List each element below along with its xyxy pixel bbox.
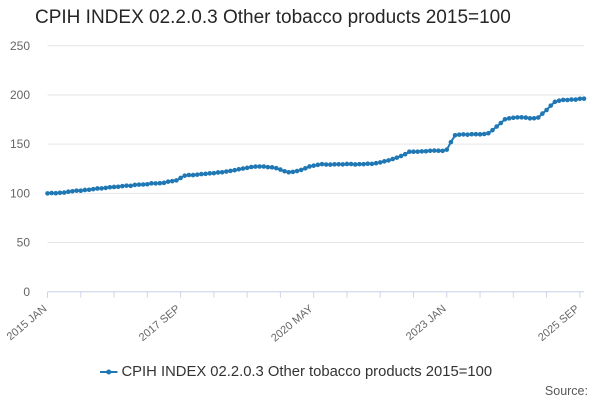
svg-text:100: 100: [10, 186, 30, 200]
svg-text:2023 JAN: 2023 JAN: [404, 303, 449, 343]
svg-text:50: 50: [17, 236, 31, 250]
svg-text:2015 JAN: 2015 JAN: [5, 303, 50, 343]
svg-text:250: 250: [10, 39, 30, 53]
svg-text:0: 0: [23, 285, 30, 299]
svg-text:2020 MAY: 2020 MAY: [269, 302, 316, 344]
svg-text:2025 SEP: 2025 SEP: [536, 303, 582, 344]
svg-text:2017 SEP: 2017 SEP: [137, 303, 183, 344]
svg-text:150: 150: [10, 137, 30, 151]
svg-text:200: 200: [10, 88, 30, 102]
